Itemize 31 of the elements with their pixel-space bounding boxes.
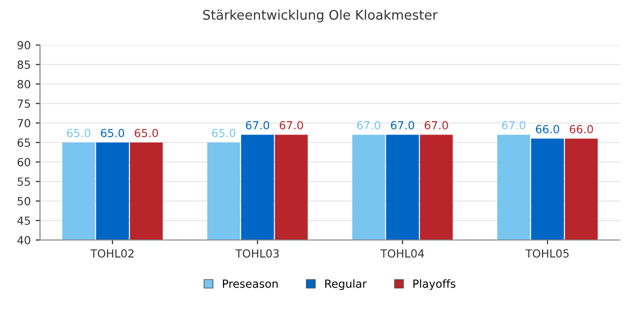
y-tick-label: 90	[18, 40, 30, 50]
data-label: 67.0	[246, 121, 270, 130]
data-label: 67.0	[424, 121, 448, 130]
data-label: 66.0	[536, 124, 560, 134]
y-tick-label: 70	[18, 118, 30, 128]
data-label: 67.0	[280, 121, 303, 130]
data-label: 65.0	[212, 128, 236, 138]
data-label: 65.0	[134, 128, 158, 138]
data-label: 66.0	[570, 124, 593, 134]
x-tick-label: TOHL04	[380, 249, 424, 258]
y-tick-label: 65	[18, 138, 30, 147]
x-tick-label: TOHL05	[525, 249, 569, 258]
y-tick-label: 60	[18, 158, 30, 166]
data-label: 65.0	[100, 128, 124, 138]
data-label: 67.0	[357, 121, 380, 130]
legend-label: Playoffs	[413, 279, 456, 290]
chart-title: Stärkeentwicklung Ole Kloakmester	[203, 10, 438, 22]
data-label: 67.0	[502, 121, 526, 130]
y-tick-label: 80	[18, 80, 30, 88]
y-tick-label: 55	[18, 178, 30, 186]
y-tick-label: 85	[18, 60, 30, 69]
x-tick-label: TOHL02	[90, 249, 134, 258]
y-tick-label: 50	[18, 196, 30, 206]
data-label: 65.0	[67, 128, 90, 138]
legend-label: Preseason	[222, 280, 278, 288]
x-tick-label: TOHL03	[235, 249, 279, 258]
data-label: 67.0	[390, 121, 414, 130]
legend-label: Regular	[325, 279, 367, 290]
y-tick-label: 75	[18, 100, 30, 108]
y-tick-label: 45	[17, 216, 30, 225]
y-tick-label: 40	[17, 236, 30, 244]
